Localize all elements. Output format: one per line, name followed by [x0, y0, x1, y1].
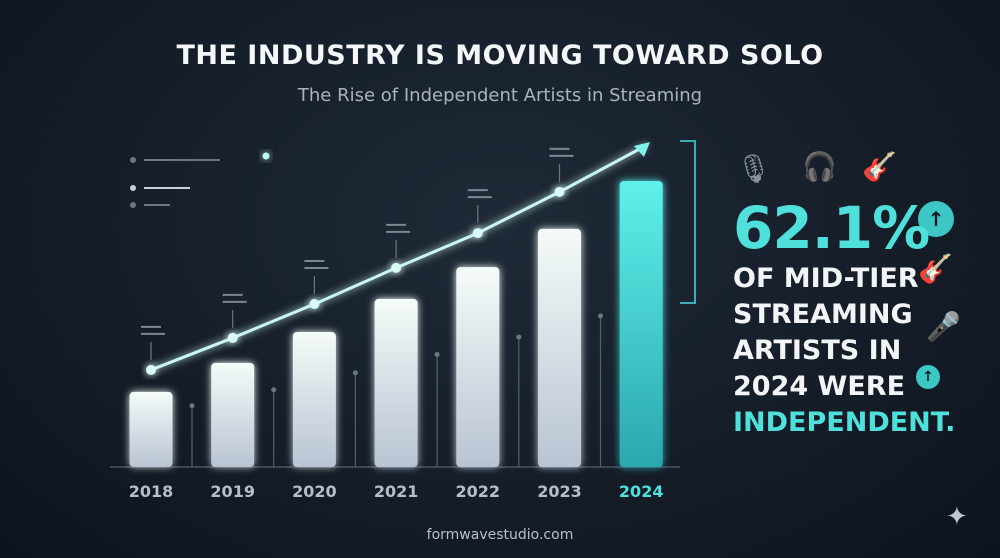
stat-value: 62.1%	[733, 194, 930, 262]
trend-arrowhead	[634, 142, 650, 157]
x-tick-label: 2024	[619, 482, 664, 501]
page-subtitle: The Rise of Independent Artists in Strea…	[297, 85, 703, 106]
x-tick-label: 2022	[456, 482, 501, 501]
decor-dot	[130, 185, 136, 191]
bar-2018	[129, 391, 173, 467]
callout-bracket	[680, 140, 696, 304]
bar-2021	[374, 298, 418, 467]
stat-emphasis: INDEPENDENT.	[733, 407, 956, 438]
decor-dot	[271, 387, 277, 393]
trend-point-2019	[227, 332, 238, 343]
trend-point-2020	[309, 299, 320, 310]
decor-dot	[130, 202, 136, 208]
stat-line: 2024 WERE	[733, 371, 906, 402]
decor-dot	[262, 152, 270, 160]
bar-2022	[456, 267, 500, 467]
stat-line: STREAMING	[733, 299, 913, 330]
footer-credit: formwavestudio.com	[426, 527, 574, 543]
bar-2020	[292, 332, 336, 467]
decor-dot	[434, 352, 440, 358]
trend-point-2023	[554, 186, 565, 197]
trend-point-2021	[391, 262, 402, 273]
decor-dot	[516, 334, 522, 340]
x-tick-label: 2021	[374, 482, 419, 501]
decor-dot	[352, 370, 358, 376]
arrow-up-icon: ↑	[916, 365, 940, 389]
bar-2023	[538, 228, 581, 467]
page-title: THE INDUSTRY IS MOVING TOWARD SOLO	[176, 40, 824, 71]
bar-2019	[211, 362, 255, 467]
bar-2024	[619, 181, 663, 467]
guitar-icon: 🎸	[862, 150, 897, 183]
stat-callout: 62.1% OF MID-TIER STREAMING ARTISTS IN 2…	[733, 195, 955, 441]
headphones-icon: 🎧	[802, 150, 837, 183]
stat-line: OF MID-TIER	[733, 263, 919, 294]
decor-dot	[189, 403, 195, 409]
stat-line: ARTISTS IN	[733, 335, 902, 366]
sparkle-icon: ✦	[946, 502, 968, 532]
guitar-icon: 🎸	[918, 252, 953, 285]
decor-dot	[130, 157, 136, 163]
trend-point-2022	[472, 228, 483, 239]
x-tick-label: 2018	[129, 482, 174, 501]
decor-dot	[598, 313, 603, 319]
x-tick-label: 2019	[210, 482, 255, 501]
microphone-icon: 🎙	[736, 152, 772, 185]
trend-point-2018	[146, 364, 156, 375]
handheld-microphone-icon: 🎤	[926, 310, 961, 343]
arrow-up-icon: ↑	[918, 201, 954, 237]
x-tick-label: 2023	[537, 482, 582, 501]
x-tick-label: 2020	[292, 482, 337, 501]
